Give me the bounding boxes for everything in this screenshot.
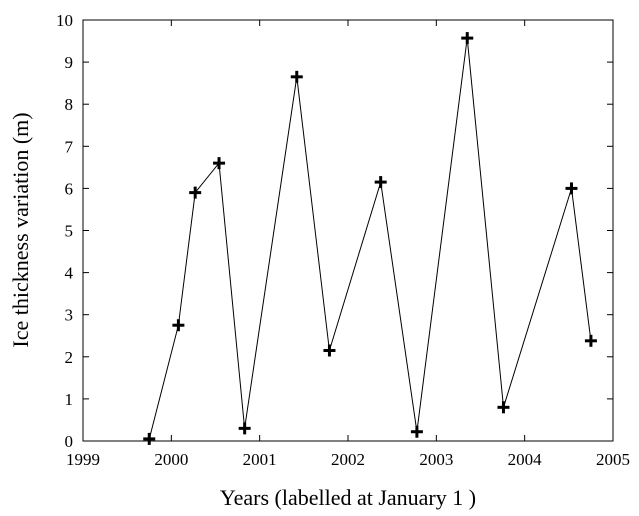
series-line [148,38,592,440]
data-point [410,425,423,438]
y-tick-label: 10 [56,11,73,30]
data-point [172,319,185,332]
data-point [238,422,251,435]
y-tick-label: 2 [65,348,74,367]
data-point [461,32,474,45]
y-tick-label: 4 [65,264,74,283]
data-point [584,334,597,347]
y-tick-label: 0 [65,432,74,451]
plot-frame [82,19,614,442]
series-markers [143,32,597,445]
y-tick-label: 5 [65,222,74,241]
data-point [374,176,387,189]
y-tick-label: 1 [65,390,74,409]
x-axis-title: Years (labelled at January 1 ) [220,485,476,510]
y-tick-label: 3 [65,306,74,325]
x-tick-label: 2005 [596,450,630,469]
y-axis-title: Ice thickness variation (m) [8,112,33,347]
x-tick-label: 2000 [154,450,188,469]
y-tick-label: 7 [65,137,74,156]
data-point [143,432,156,445]
x-tick-label: 2004 [508,450,543,469]
data-point [323,344,336,357]
data-point [497,401,510,414]
y-axis: 0 1 2 3 4 5 6 7 8 9 10 [56,11,613,451]
data-point [189,186,202,199]
data-point [290,70,303,83]
x-tick-label: 2002 [331,450,365,469]
y-tick-label: 6 [65,179,74,198]
y-tick-label: 9 [65,53,74,72]
data-point [565,182,578,195]
x-tick-label: 1999 [66,450,100,469]
data-point [213,157,226,170]
y-tick-label: 8 [65,95,74,114]
x-tick-label: 2001 [243,450,277,469]
x-tick-label: 2003 [419,450,453,469]
x-axis: 1999 2000 2001 2002 2003 2004 2005 [66,20,630,469]
